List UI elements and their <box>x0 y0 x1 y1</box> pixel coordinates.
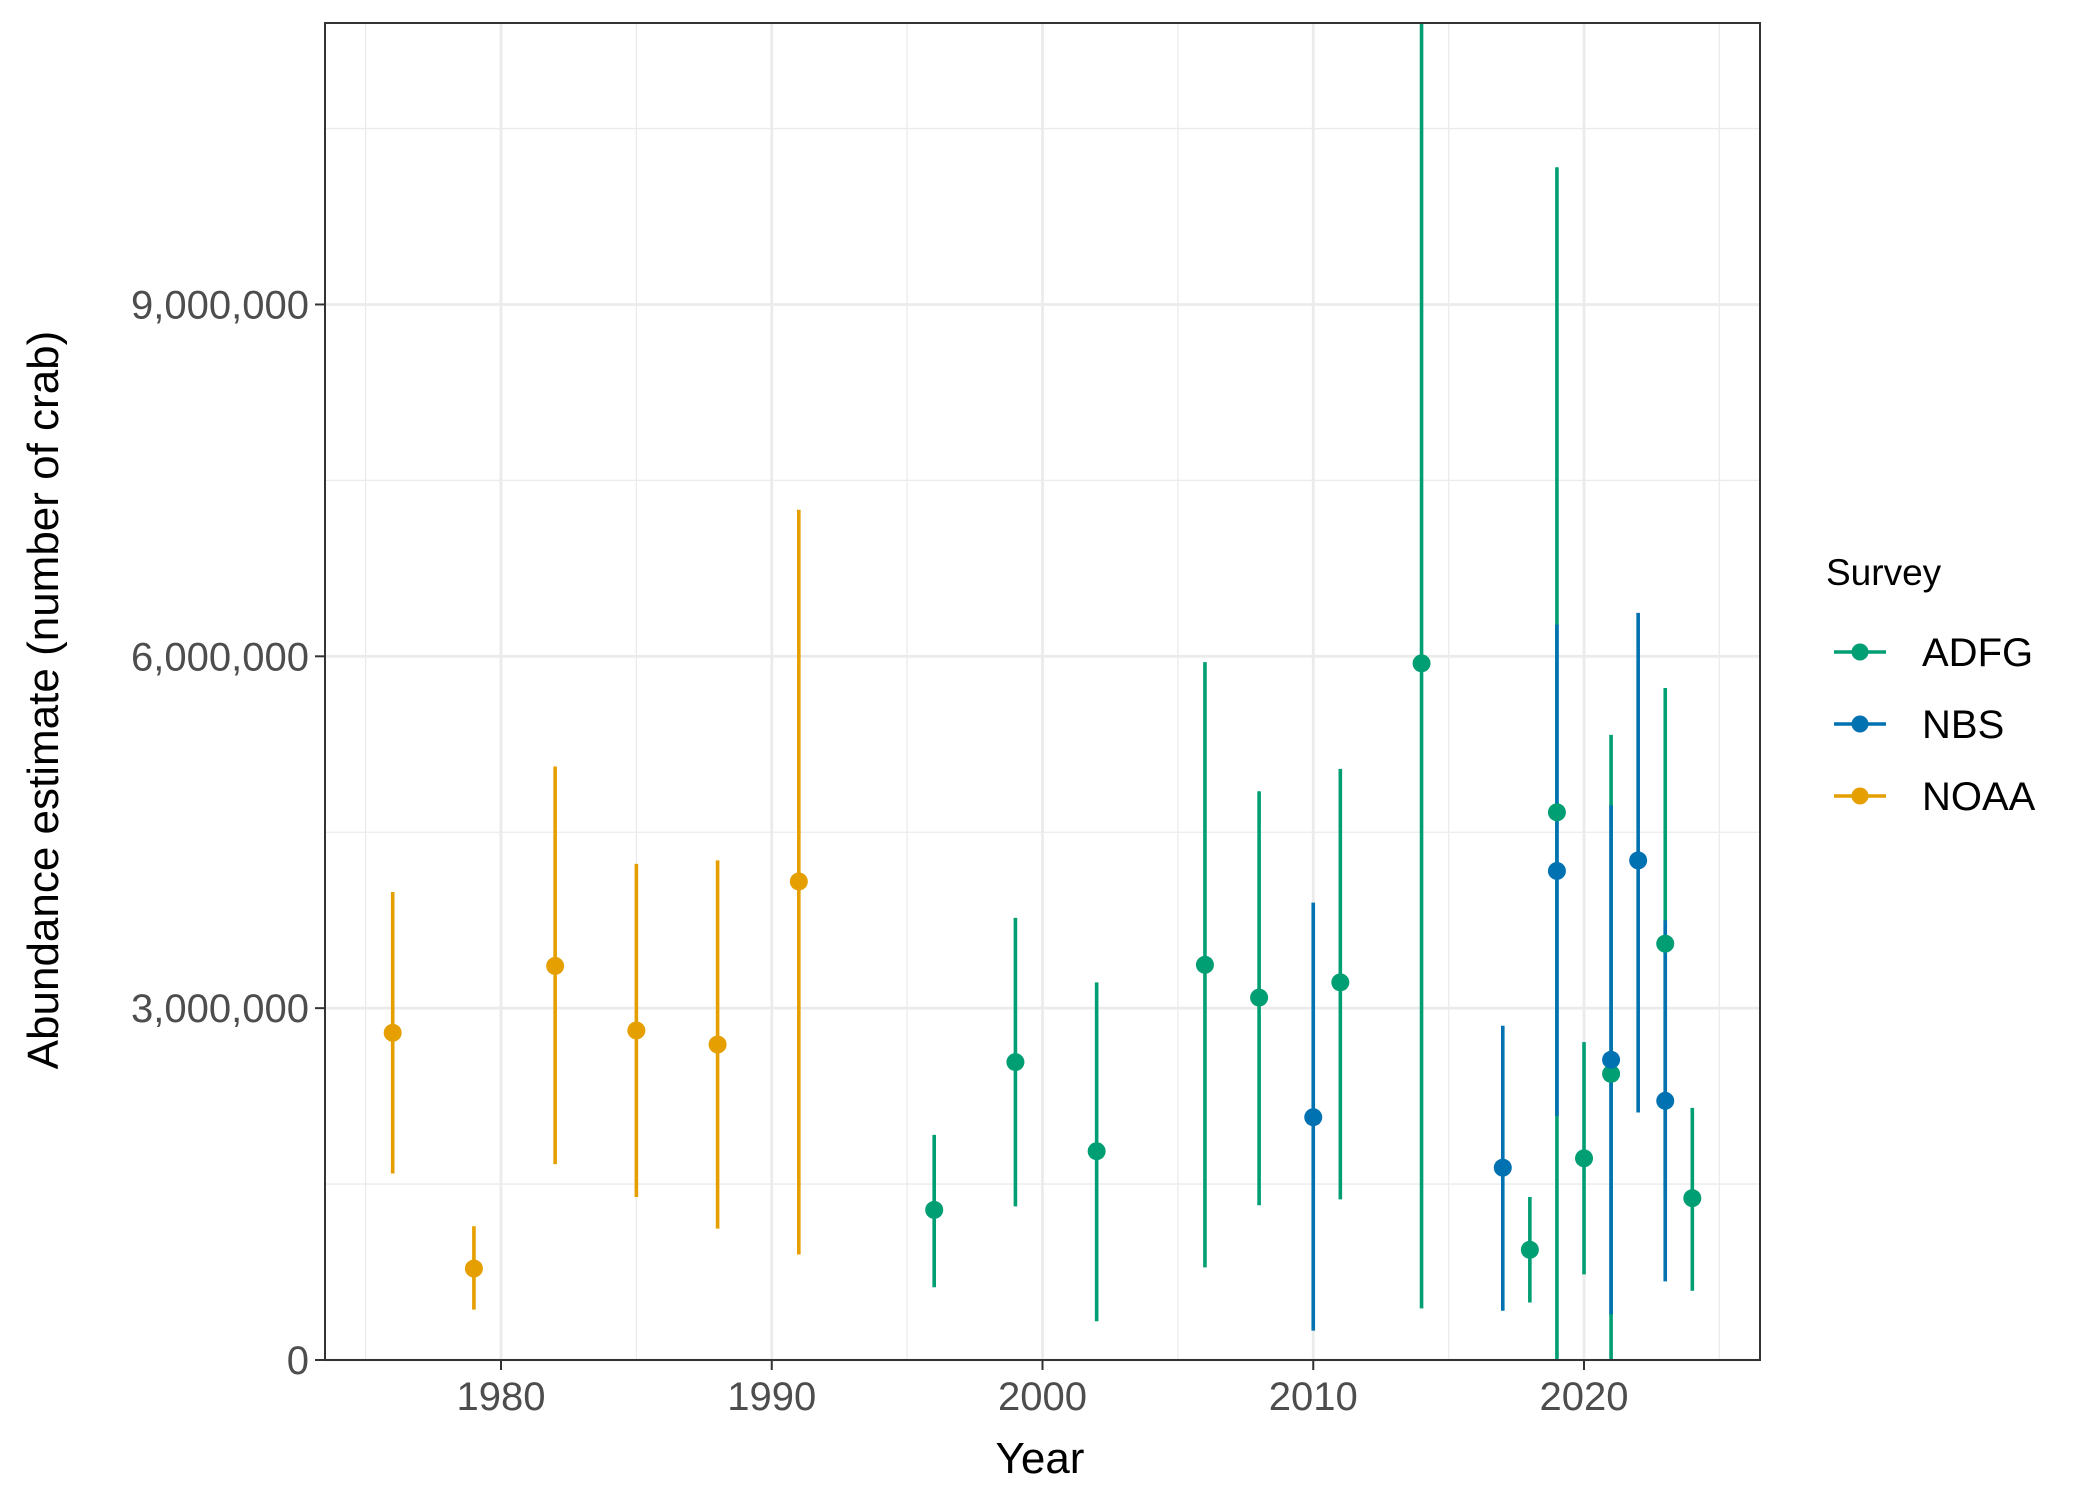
adfg-point <box>1087 1142 1106 1161</box>
adfg-point <box>1602 1064 1621 1083</box>
adfg-point <box>1412 654 1431 673</box>
legend-label: NBS <box>1922 703 2004 747</box>
nbs-point <box>1304 1108 1323 1127</box>
x-tick-label: 2010 <box>1269 1375 1358 1419</box>
noaa-point <box>789 872 808 891</box>
legend-item-adfg: ADFG <box>1834 631 2033 675</box>
x-axis-title: Year <box>996 1434 1085 1483</box>
adfg-point <box>1547 803 1566 822</box>
nbs-point <box>1629 851 1648 870</box>
legend-title: Survey <box>1826 552 1942 593</box>
adfg-point <box>1250 988 1269 1007</box>
legend-key-point <box>1851 643 1869 661</box>
adfg-point <box>1006 1053 1025 1072</box>
noaa-point <box>546 956 565 975</box>
x-tick-label: 2000 <box>998 1375 1087 1419</box>
adfg-point <box>1575 1149 1594 1168</box>
y-tick-label: 0 <box>287 1339 309 1383</box>
noaa-point <box>627 1021 646 1040</box>
x-tick-label: 1990 <box>727 1375 816 1419</box>
noaa-point <box>464 1259 483 1278</box>
grid-lines <box>325 23 1760 1362</box>
legend-key-point <box>1851 787 1869 805</box>
y-tick-label: 9,000,000 <box>131 283 309 327</box>
adfg-point <box>1195 955 1214 974</box>
adfg-point <box>925 1200 944 1219</box>
legend: Survey ADFG NBS NOAA <box>1826 552 2036 819</box>
adfg-point <box>1331 973 1350 992</box>
legend-key-point <box>1851 715 1869 733</box>
y-axis-title: Abundance estimate (number of crab) <box>19 331 68 1070</box>
noaa-point <box>708 1035 727 1054</box>
nbs-point <box>1656 1091 1675 1110</box>
adfg-point <box>1683 1189 1702 1208</box>
axes: 1980 1990 2000 2010 2020 0 3,000,000 6,000,000 9… <box>131 283 1628 1419</box>
nbs-point <box>1602 1050 1621 1069</box>
legend-label: NOAA <box>1922 775 2036 819</box>
legend-label: ADFG <box>1922 631 2033 675</box>
adfg-point <box>1656 934 1675 953</box>
x-tick-label: 1980 <box>456 1375 545 1419</box>
legend-item-noaa: NOAA <box>1834 775 2036 819</box>
y-tick-label: 3,000,000 <box>131 987 309 1031</box>
data-points <box>383 654 1702 1278</box>
adfg-point <box>1520 1240 1539 1259</box>
y-tick-label: 6,000,000 <box>131 635 309 679</box>
noaa-point <box>383 1023 402 1042</box>
x-tick-label: 2020 <box>1540 1375 1629 1419</box>
nbs-point <box>1493 1158 1512 1177</box>
nbs-point <box>1547 861 1566 880</box>
legend-item-nbs: NBS <box>1834 703 2004 747</box>
